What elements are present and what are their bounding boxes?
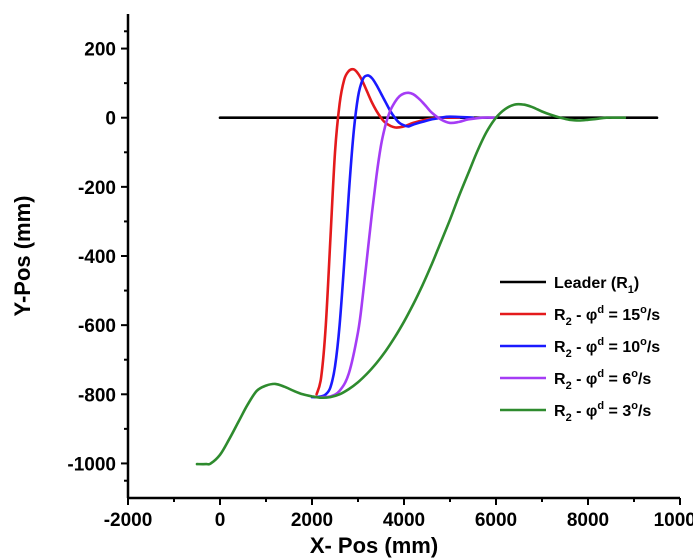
x-axis-title: X- Pos (mm) bbox=[310, 533, 438, 558]
legend: Leader (R1) R2 - φd = 15o/s R2 - φd = 10o/… bbox=[500, 275, 660, 424]
y-tick-label: 0 bbox=[105, 109, 116, 130]
x-tick-label: 2000 bbox=[291, 510, 333, 531]
y-tick-label: 200 bbox=[84, 40, 116, 61]
x-tick-label: 4000 bbox=[383, 510, 425, 531]
x-tick-label: 0 bbox=[215, 510, 226, 531]
y-tick-label: -200 bbox=[78, 178, 116, 199]
x-tick-label: -2000 bbox=[104, 510, 153, 531]
series-layer bbox=[195, 67, 659, 466]
y-tick-label: -600 bbox=[78, 316, 116, 337]
legend-label-leader: Leader (R1) bbox=[554, 275, 639, 296]
legend-label-r2-6: R2 - φd = 6o/s bbox=[554, 368, 651, 392]
y-tick-label: -400 bbox=[78, 247, 116, 268]
series-line-r2-10 bbox=[310, 74, 475, 399]
x-tick-label: 10000 bbox=[654, 510, 693, 531]
y-tick-label: -800 bbox=[78, 385, 116, 406]
x-tick-label: 8000 bbox=[567, 510, 609, 531]
y-tick-label: -1000 bbox=[67, 454, 116, 475]
series-line-r2-6 bbox=[319, 91, 498, 399]
series-line-r2-3 bbox=[195, 102, 627, 466]
legend-label-r2-3: R2 - φd = 3o/s bbox=[554, 400, 651, 424]
legend-label-r2-15: R2 - φd = 15o/s bbox=[554, 304, 660, 328]
x-tick-label: 6000 bbox=[475, 510, 517, 531]
y-axis-title: Y-Pos (mm) bbox=[10, 195, 35, 316]
axes: -200002000400060008000100002000-200-400-… bbox=[67, 14, 693, 531]
legend-label-r2-10: R2 - φd = 10o/s bbox=[554, 336, 660, 360]
